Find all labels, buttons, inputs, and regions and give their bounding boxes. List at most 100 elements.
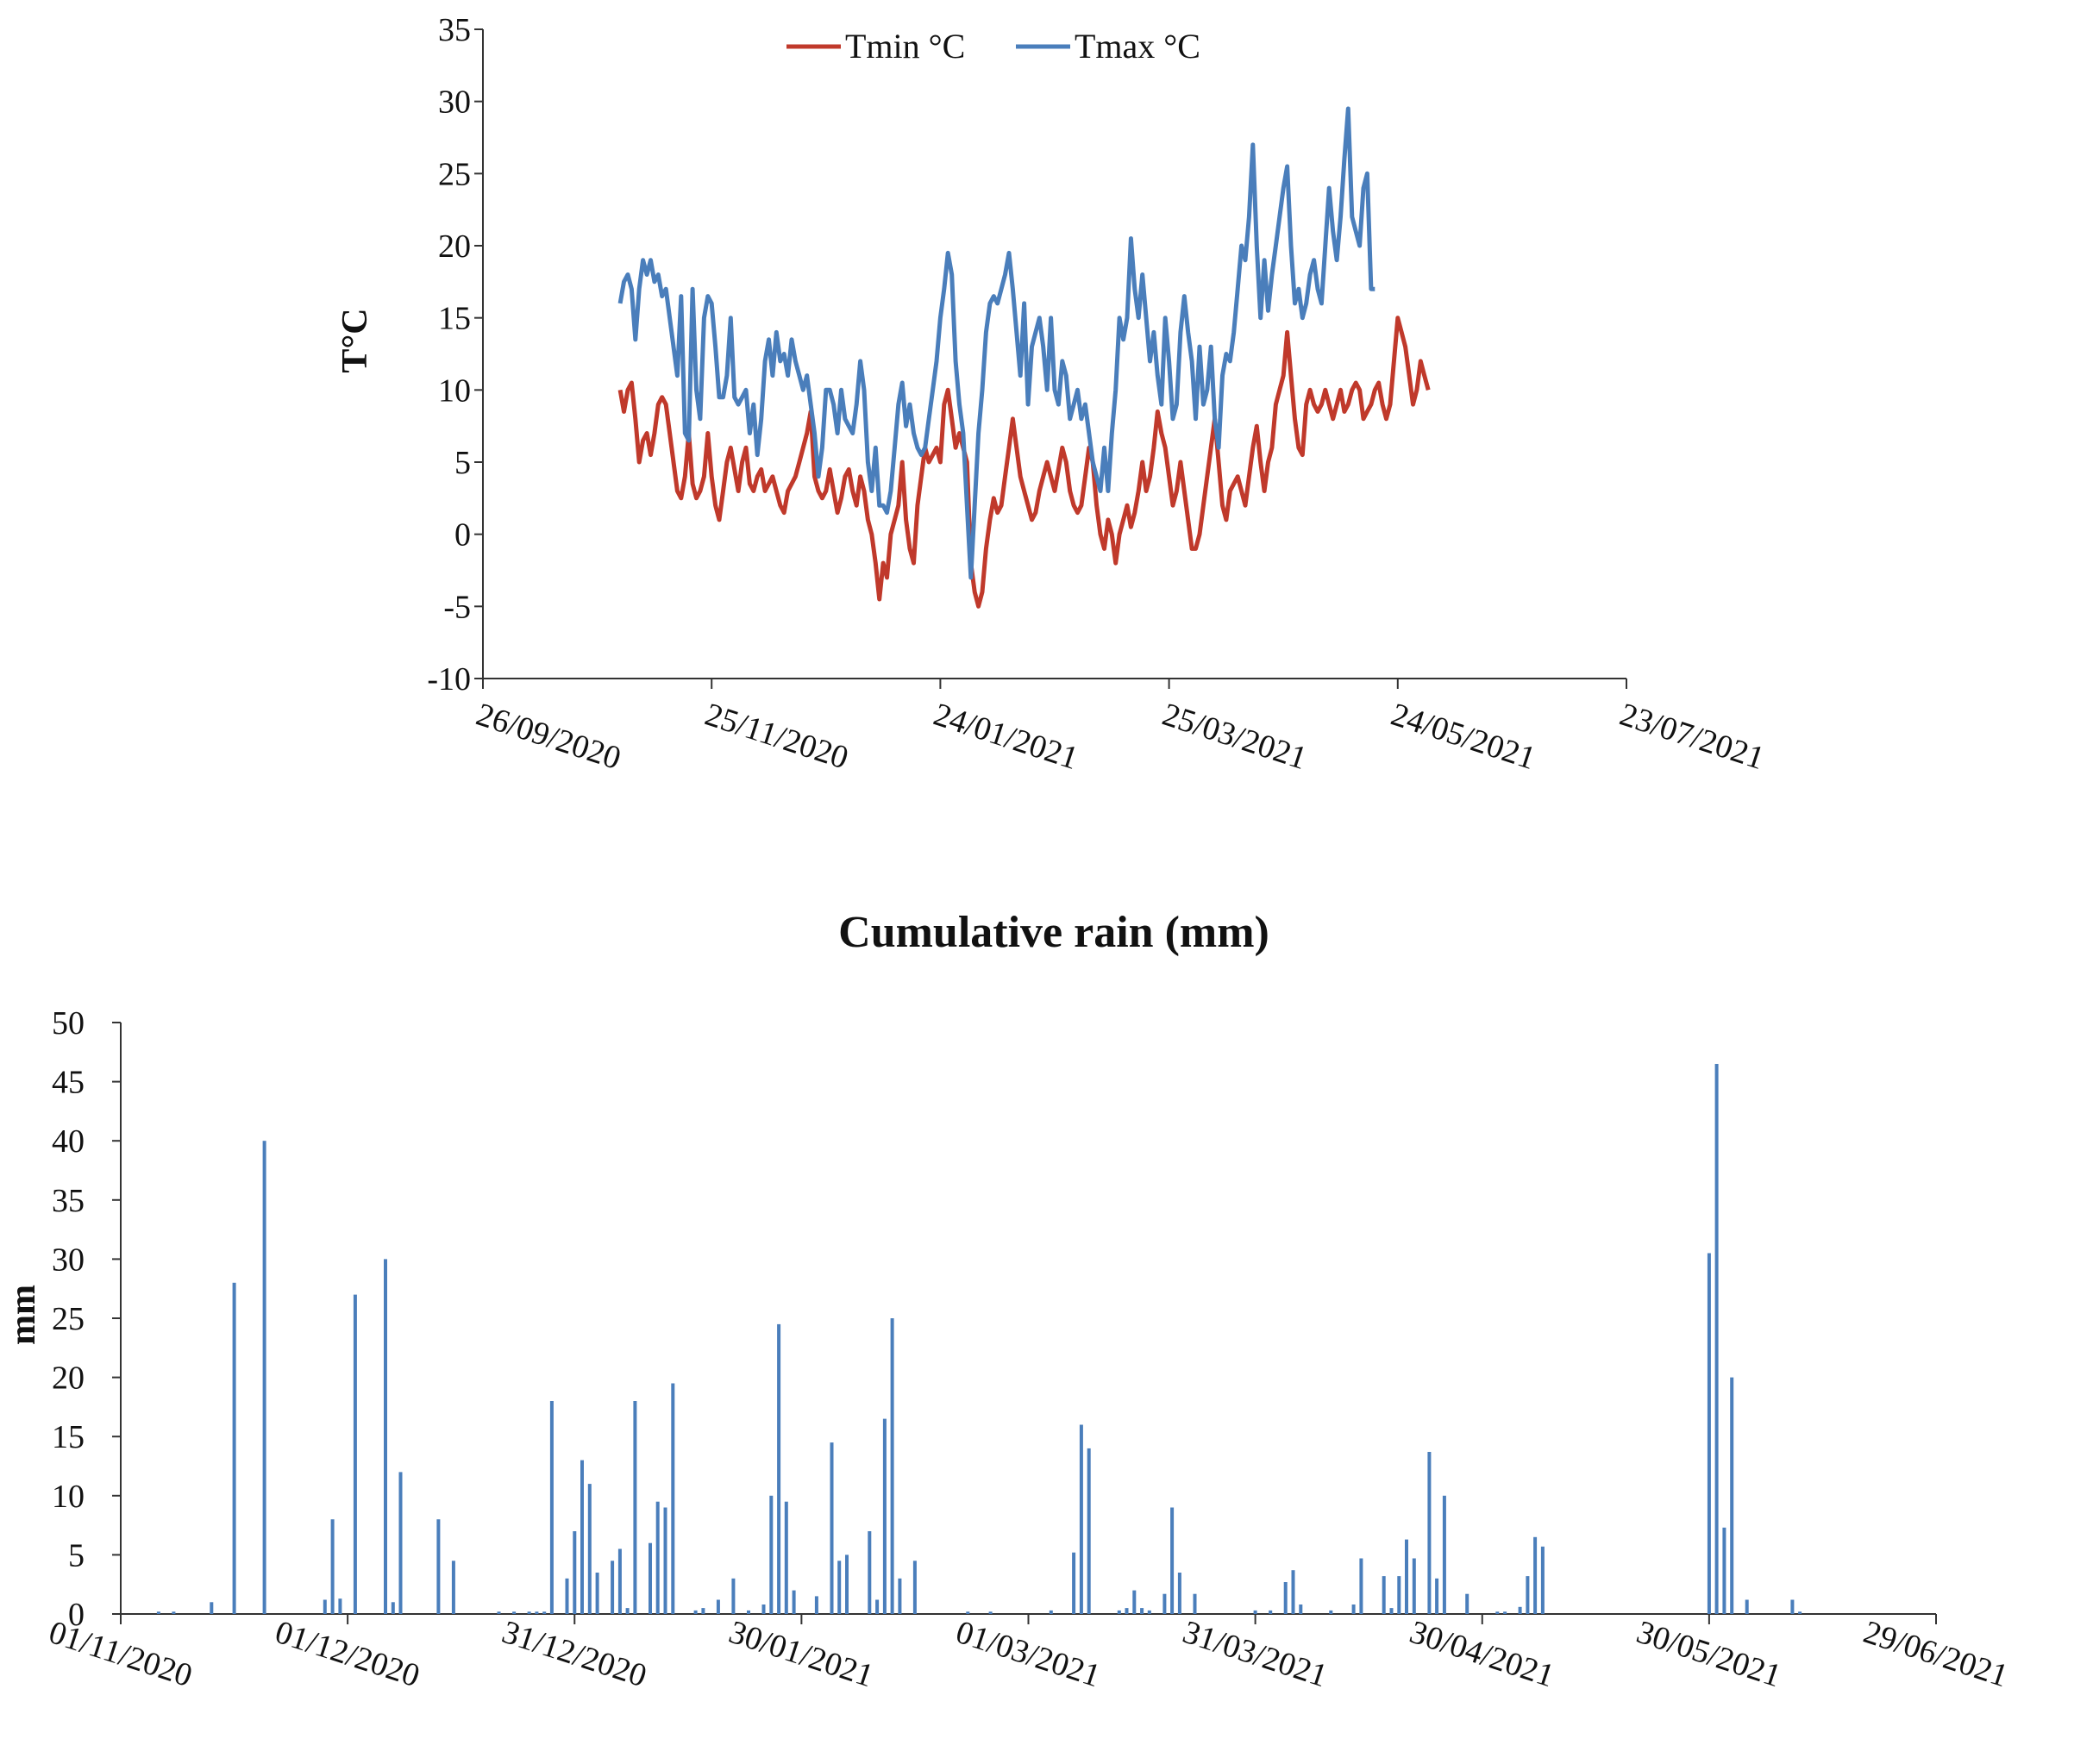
rain-bar xyxy=(1382,1576,1386,1614)
rain-bar xyxy=(1427,1452,1432,1614)
x-tick-label: 24/05/2021 xyxy=(1387,697,1540,777)
rain-bar xyxy=(988,1611,993,1614)
rain-bar xyxy=(1526,1576,1530,1614)
y-tick-label: 35 xyxy=(52,1183,85,1219)
rain-bar xyxy=(777,1323,781,1614)
rain-bar xyxy=(172,1611,176,1614)
y-tick-label: 50 xyxy=(52,1005,85,1042)
y-tick-label: 20 xyxy=(438,228,471,265)
temperature-series xyxy=(617,106,1431,609)
rain-bar xyxy=(1495,1611,1500,1614)
rain-bar xyxy=(845,1554,849,1614)
rain-bar xyxy=(875,1599,880,1614)
y-tick-label: 40 xyxy=(52,1123,85,1160)
x-tick-label: 30/04/2021 xyxy=(1406,1614,1559,1694)
y-tick-label: 20 xyxy=(52,1361,85,1397)
rain-bar xyxy=(1405,1539,1408,1614)
rain-bar xyxy=(1722,1527,1726,1614)
rain-bar xyxy=(671,1383,675,1614)
temperature-x-ticks: 26/09/2020 25/11/2020 24/01/2021 25/03/2021… xyxy=(472,679,1769,777)
x-tick-label: 29/06/2021 xyxy=(1859,1614,2013,1694)
y-tick-label: 15 xyxy=(438,301,471,337)
rain-bar xyxy=(1177,1573,1181,1614)
rain-bar xyxy=(1087,1448,1091,1614)
rain-bar xyxy=(1299,1604,1303,1614)
rain-bar xyxy=(830,1442,834,1614)
rain-bar xyxy=(436,1519,441,1614)
rain-bar xyxy=(1745,1599,1749,1614)
x-tick-label: 30/05/2021 xyxy=(1632,1614,1786,1694)
y-tick-label: 30 xyxy=(52,1242,85,1278)
rain-bar xyxy=(580,1460,584,1614)
rain-bar xyxy=(384,1259,387,1614)
rain-bar xyxy=(1147,1610,1151,1614)
rain-bar xyxy=(837,1561,842,1614)
rain-bar xyxy=(1072,1552,1076,1614)
rain-bar xyxy=(1283,1582,1288,1614)
rain-bar xyxy=(617,1548,622,1614)
rain-bar xyxy=(323,1599,327,1614)
rain-bar xyxy=(1435,1578,1439,1614)
rain-bar xyxy=(625,1608,630,1614)
rain-bar xyxy=(1798,1611,1802,1614)
rain-bar xyxy=(549,1401,554,1614)
rain-bar xyxy=(784,1501,788,1614)
rain-bar xyxy=(565,1578,569,1614)
rain-bar xyxy=(716,1599,720,1614)
rain-bar xyxy=(398,1472,403,1614)
rain-bar xyxy=(1707,1253,1711,1614)
rain-bar xyxy=(535,1611,539,1614)
y-tick-label: 0 xyxy=(68,1597,85,1633)
temperature-y-ticks: -10 -5 0 5 10 15 20 25 30 35 xyxy=(427,12,483,697)
rain-y-ticks: 0 5 10 15 20 25 30 35 40 45 50 xyxy=(52,1005,121,1633)
rain-bars xyxy=(156,1064,1802,1614)
y-tick-label: -5 xyxy=(443,589,471,625)
rain-bar xyxy=(1359,1558,1363,1614)
rain-bar xyxy=(338,1598,342,1614)
y-tick-label: 0 xyxy=(454,517,471,554)
rain-bar xyxy=(769,1495,774,1614)
rain-bar xyxy=(747,1610,750,1614)
rain-bar xyxy=(1117,1610,1121,1614)
y-tick-label: 15 xyxy=(52,1419,85,1455)
x-tick-label: 01/03/2021 xyxy=(951,1614,1105,1694)
rain-bar xyxy=(890,1318,894,1614)
rain-bar xyxy=(761,1604,766,1614)
rain-bar xyxy=(1503,1611,1507,1614)
rain-bar xyxy=(633,1401,637,1614)
legend-label-tmax: Tmax °C xyxy=(1075,27,1200,66)
rain-bar xyxy=(1465,1593,1469,1614)
rain-bar xyxy=(693,1610,698,1614)
x-tick-label: 31/12/2020 xyxy=(498,1614,651,1694)
rain-bar xyxy=(595,1573,599,1614)
x-tick-label: 01/11/2020 xyxy=(45,1614,197,1694)
rain-bar xyxy=(1397,1576,1401,1614)
rain-bar xyxy=(611,1561,615,1614)
y-tick-label: 25 xyxy=(438,156,471,192)
rain-bar xyxy=(731,1578,736,1614)
rain-bar xyxy=(210,1602,214,1614)
x-tick-label: 25/03/2021 xyxy=(1158,697,1312,777)
rain-bar xyxy=(573,1531,577,1614)
rain-bar xyxy=(262,1141,266,1614)
rain-x-ticks: 01/11/2020 01/12/2020 31/12/2020 30/01/2021… xyxy=(45,1614,2013,1694)
rain-bar xyxy=(814,1596,818,1614)
rain-bar xyxy=(527,1611,531,1614)
x-tick-label: 30/01/2021 xyxy=(724,1614,878,1694)
rain-bar xyxy=(232,1282,236,1614)
rain-bar xyxy=(1518,1606,1522,1614)
rain-bar xyxy=(1170,1507,1175,1614)
x-tick-label: 01/12/2020 xyxy=(271,1614,424,1694)
y-tick-label: 10 xyxy=(52,1479,85,1515)
rain-bar xyxy=(1329,1610,1333,1614)
rain-bar xyxy=(649,1542,652,1614)
rain-bar xyxy=(587,1484,592,1614)
x-tick-label: 31/03/2021 xyxy=(1179,1614,1332,1694)
y-tick-label: 30 xyxy=(438,84,471,121)
rain-bar xyxy=(701,1608,705,1614)
rain-bar xyxy=(912,1561,917,1614)
rain-bar xyxy=(1125,1608,1129,1614)
rain-bar xyxy=(1162,1593,1167,1614)
rain-bar xyxy=(966,1611,970,1614)
